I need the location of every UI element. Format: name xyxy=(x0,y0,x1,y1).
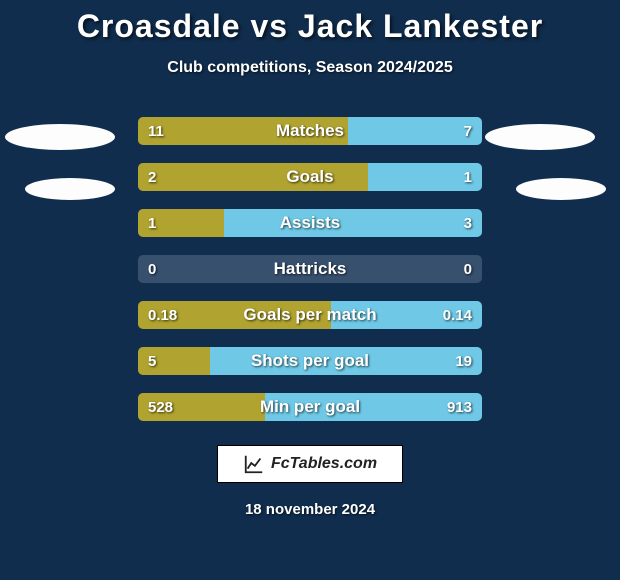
chart-icon xyxy=(243,453,265,475)
date-text: 18 november 2024 xyxy=(0,501,620,518)
comparison-infographic: Croasdale vs Jack Lankester Club competi… xyxy=(0,0,620,580)
stat-value-right: 0.14 xyxy=(443,301,472,329)
stat-row: Shots per goal5 19 xyxy=(138,347,482,375)
stat-value-left: 2 xyxy=(148,163,156,191)
page-title: Croasdale vs Jack Lankester xyxy=(0,0,620,45)
page-subtitle: Club competitions, Season 2024/2025 xyxy=(0,59,620,77)
stat-row: Assists1 3 xyxy=(138,209,482,237)
stat-value-left: 5 xyxy=(148,347,156,375)
stat-value-right: 3 xyxy=(464,209,472,237)
stat-row: Min per goal528 913 xyxy=(138,393,482,421)
decorative-ellipse xyxy=(25,178,115,200)
stat-label: Assists xyxy=(138,209,482,237)
stat-value-left: 11 xyxy=(148,117,164,145)
stat-row: Hattricks0 0 xyxy=(138,255,482,283)
stat-value-right: 0 xyxy=(464,255,472,283)
watermark: FcTables.com xyxy=(217,445,403,483)
stat-value-right: 19 xyxy=(455,347,472,375)
stat-label: Matches xyxy=(138,117,482,145)
stat-label: Goals xyxy=(138,163,482,191)
chart-area: Matches117Goals21Assists13Hattricks00Goa… xyxy=(0,117,620,421)
watermark-text: FcTables.com xyxy=(271,455,377,473)
stat-value-right: 913 xyxy=(447,393,472,421)
stat-value-left: 0 xyxy=(148,255,156,283)
stat-value-right: 7 xyxy=(464,117,472,145)
stat-row: Matches11 7 xyxy=(138,117,482,145)
stat-rows: Matches117Goals21Assists13Hattricks00Goa… xyxy=(138,117,482,421)
stat-row: Goals2 1 xyxy=(138,163,482,191)
stat-value-left: 528 xyxy=(148,393,173,421)
decorative-ellipse xyxy=(516,178,606,200)
stat-label: Goals per match xyxy=(138,301,482,329)
stat-label: Min per goal xyxy=(138,393,482,421)
decorative-ellipse xyxy=(5,124,115,150)
stat-label: Hattricks xyxy=(138,255,482,283)
stat-value-right: 1 xyxy=(464,163,472,191)
stat-row: Goals per match0.18 0.14 xyxy=(138,301,482,329)
stat-value-left: 1 xyxy=(148,209,156,237)
stat-label: Shots per goal xyxy=(138,347,482,375)
stat-value-left: 0.18 xyxy=(148,301,177,329)
decorative-ellipse xyxy=(485,124,595,150)
